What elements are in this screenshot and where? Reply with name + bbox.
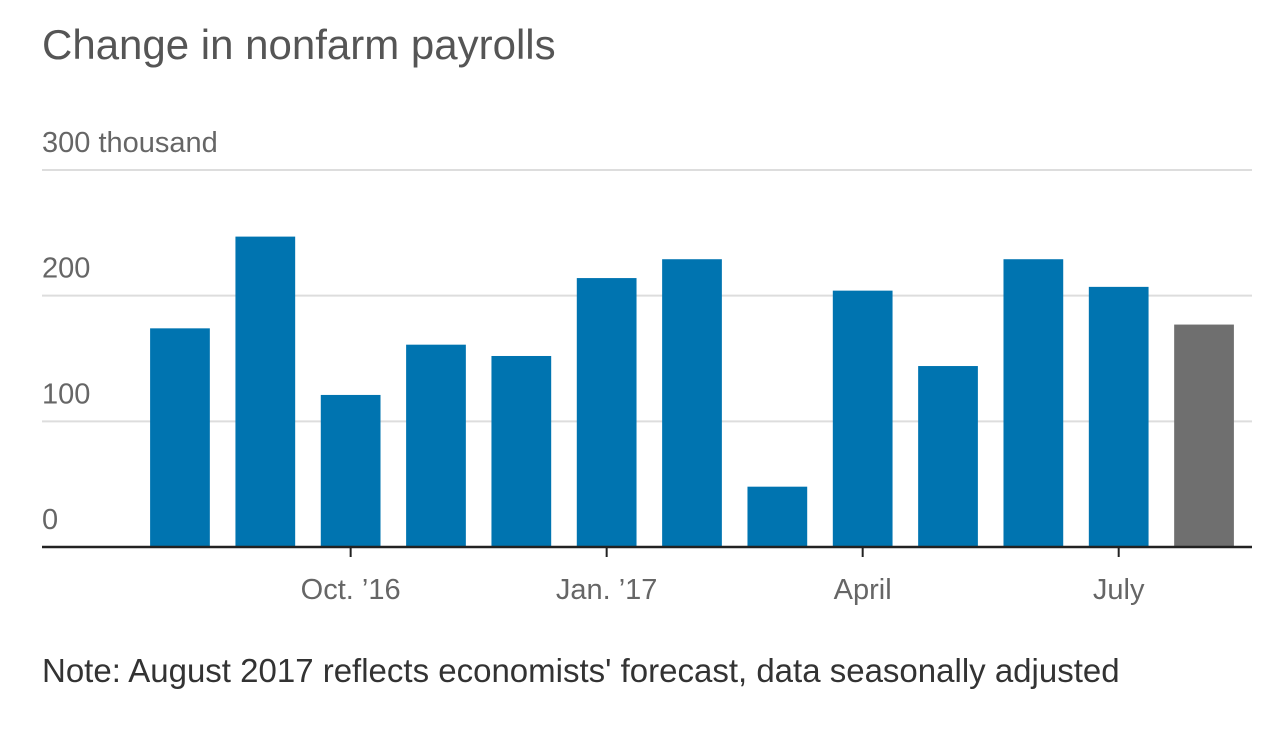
bar (150, 328, 210, 547)
bar (406, 344, 466, 547)
x-tick-label: April (834, 574, 892, 606)
y-tick-label: 100 (42, 378, 90, 410)
bar (747, 486, 808, 547)
bar (1088, 286, 1149, 547)
y-tick-label: 200 (42, 253, 90, 285)
bar (1174, 324, 1234, 547)
bar (662, 259, 722, 547)
x-tick-label: July (1093, 574, 1145, 606)
bar (832, 290, 893, 547)
y-tick-label: 0 (42, 504, 58, 536)
x-tick-label: Jan. ’17 (556, 574, 658, 606)
chart: Change in nonfarm payrolls 0 100 200 300 th… (42, 21, 1252, 606)
bar (918, 366, 978, 547)
chart-title: Change in nonfarm payrolls (42, 21, 556, 68)
bar (1003, 259, 1064, 547)
x-tick-label: Oct. ’16 (301, 574, 401, 606)
bar (235, 236, 296, 547)
bar (491, 355, 552, 547)
bar (576, 278, 637, 547)
bar (320, 394, 381, 547)
y-tick-label: 300 thousand (42, 127, 218, 159)
chart-note: Note: August 2017 reflects economists' f… (42, 652, 1120, 689)
